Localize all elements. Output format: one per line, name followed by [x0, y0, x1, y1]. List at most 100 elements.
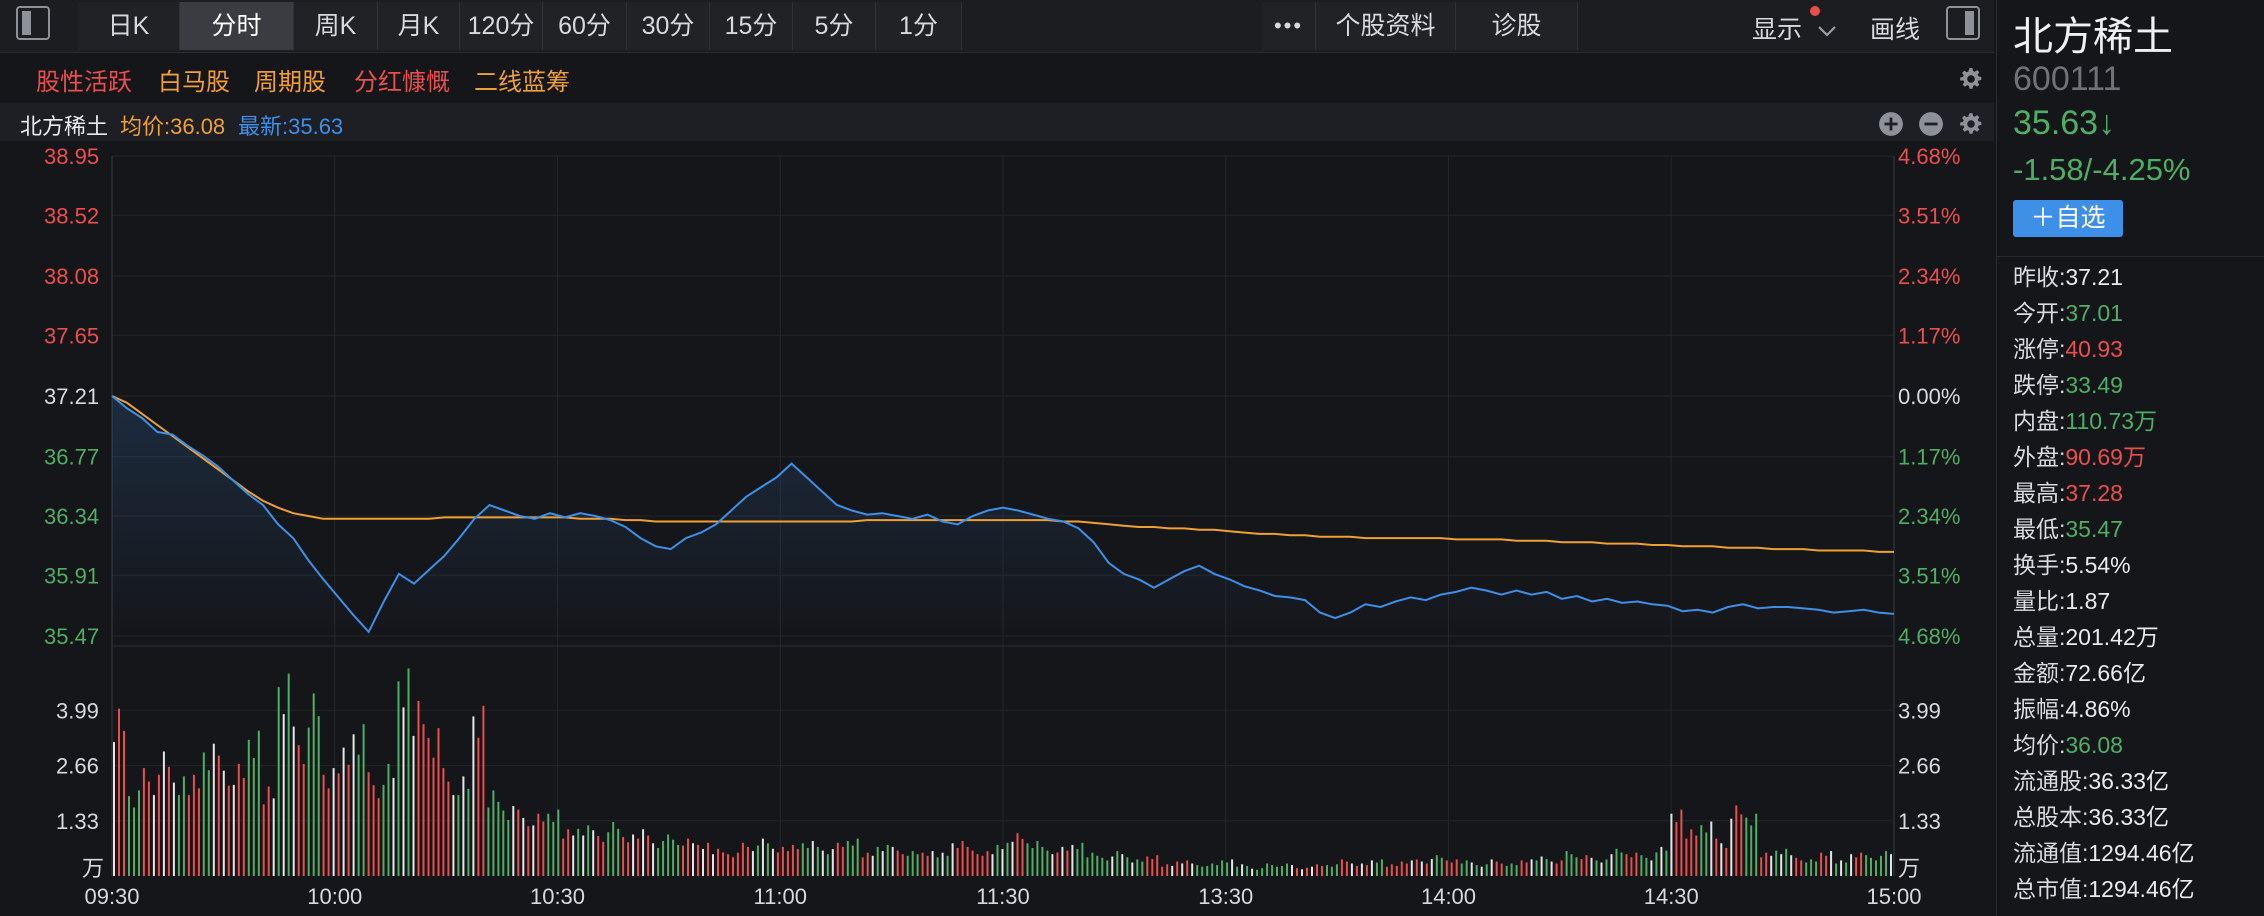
volume-bar: [841, 846, 844, 876]
chart-settings-gear-icon[interactable]: [1958, 111, 1984, 137]
volume-bar: [1286, 863, 1288, 876]
volume-bar: [1345, 861, 1348, 876]
diagnose-button[interactable]: 诊股: [1456, 2, 1578, 50]
volume-bar: [322, 774, 325, 876]
stock-tag[interactable]: 二线蓝筹: [474, 69, 570, 96]
stock-tag[interactable]: 股性活跃: [36, 69, 132, 96]
volume-bar: [507, 820, 510, 876]
display-menu[interactable]: 显示: [1752, 6, 1837, 46]
stock-tag[interactable]: 分红慷慨: [354, 69, 450, 96]
price-tick-label: 36.77: [44, 445, 99, 470]
volume-bar: [1795, 857, 1798, 876]
volume-bar: [722, 852, 724, 876]
volume-bar: [1231, 859, 1234, 876]
quote-panel: 北方稀土 600111 35.63↓ -1.58/-4.25% ＋自选 昨收:3…: [1996, 0, 2264, 916]
volume-bar: [407, 668, 410, 876]
volume-bar: [1705, 832, 1708, 876]
volume-bar: [956, 848, 959, 876]
volume-bar: [1785, 848, 1788, 876]
price-tick-label: 36.34: [44, 504, 99, 529]
volume-bar: [971, 850, 974, 876]
volume-bar: [861, 857, 864, 876]
volume-bar: [632, 834, 635, 876]
left-panel-toggle-icon[interactable]: [16, 6, 50, 40]
volume-bar: [1006, 842, 1009, 876]
stock-tag[interactable]: 周期股: [254, 69, 326, 96]
volume-bar: [1495, 861, 1498, 876]
volume-bar: [1001, 849, 1004, 876]
volume-bar: [417, 700, 420, 876]
volume-bar: [617, 828, 620, 876]
period-button-9[interactable]: 1分: [876, 2, 962, 50]
volume-bar: [1365, 865, 1368, 876]
period-button-4[interactable]: 120分: [460, 2, 543, 50]
volume-bar: [642, 829, 645, 876]
volume-bar: [1375, 862, 1378, 876]
stat-label: 总市值:: [2013, 876, 2089, 902]
add-watchlist-button[interactable]: ＋自选: [2013, 200, 2123, 237]
volume-bar: [1850, 854, 1853, 876]
volume-bar: [242, 777, 245, 876]
volume-bar: [302, 763, 305, 876]
zoom-in-icon[interactable]: [1878, 111, 1904, 137]
period-button-8[interactable]: 5分: [793, 2, 876, 50]
volume-bar: [1630, 857, 1633, 876]
stat-row: 今开:37.01: [2013, 296, 2123, 330]
volume-bar: [113, 742, 115, 876]
volume-bar: [1475, 865, 1478, 876]
intraday-chart[interactable]: 38.95 4.68% 38.52 3.51% 38.08 2.34% 37.65 1.17%…: [0, 141, 1994, 916]
stat-label: 涨停:: [2013, 336, 2066, 362]
volume-bar: [1610, 854, 1613, 876]
volume-bar: [587, 825, 590, 876]
volume-bar: [477, 737, 480, 876]
volume-bar: [577, 828, 580, 876]
price-line: [111, 395, 1895, 634]
volume-bar: [1370, 860, 1373, 876]
stock-tag[interactable]: 白马股: [158, 69, 230, 96]
volume-bar: [1650, 860, 1653, 876]
draw-line-button[interactable]: 画线: [1870, 16, 1921, 44]
volume-bar: [1430, 859, 1433, 876]
period-button-6[interactable]: 30分: [627, 2, 710, 50]
avg-price-line: [111, 395, 1894, 553]
volume-bar: [1670, 813, 1673, 876]
volume-bar: [1350, 863, 1353, 876]
volume-bar: [751, 851, 754, 876]
period-button-5[interactable]: 60分: [543, 2, 627, 50]
volume-bar: [602, 841, 605, 876]
volume-bar: [1420, 861, 1423, 876]
volume-bar: [1380, 859, 1383, 876]
period-button-7[interactable]: 15分: [710, 2, 793, 50]
volume-bar: [1326, 865, 1328, 876]
volume-bar: [1201, 866, 1204, 876]
volume-bar: [1885, 851, 1887, 876]
volume-bar: [1046, 850, 1049, 876]
volume-bar: [891, 846, 894, 876]
volume-bar: [1266, 863, 1269, 876]
volume-bar: [542, 821, 545, 876]
period-button-3[interactable]: 月K: [378, 2, 460, 50]
volume-bar: [921, 852, 924, 876]
volume-bar: [831, 849, 834, 876]
volume-bar: [697, 844, 699, 876]
period-button-2[interactable]: 周K: [294, 2, 378, 50]
more-periods-button[interactable]: •••: [1262, 2, 1316, 50]
period-button-1[interactable]: 分时: [180, 2, 294, 50]
volume-bar: [682, 845, 684, 876]
gear-icon[interactable]: [1958, 66, 1984, 92]
volume-bar: [1580, 859, 1583, 876]
volume-bar: [1176, 861, 1179, 876]
volume-bar: [537, 813, 540, 876]
stat-label: 最高:: [2013, 480, 2066, 506]
volume-bar: [1510, 863, 1513, 876]
stock-profile-button[interactable]: 个股资料: [1316, 2, 1456, 50]
stat-value: 90.69万: [2065, 444, 2146, 470]
stat-row: 金额:72.66亿: [2013, 656, 2146, 690]
period-button-0[interactable]: 日K: [78, 2, 180, 50]
right-panel-toggle-icon[interactable]: [1946, 6, 1980, 40]
volume-bar: [951, 843, 954, 876]
volume-bar: [1181, 863, 1184, 876]
zoom-out-icon[interactable]: [1918, 111, 1944, 137]
volume-bar: [1251, 868, 1254, 876]
volume-bar: [1680, 809, 1683, 876]
